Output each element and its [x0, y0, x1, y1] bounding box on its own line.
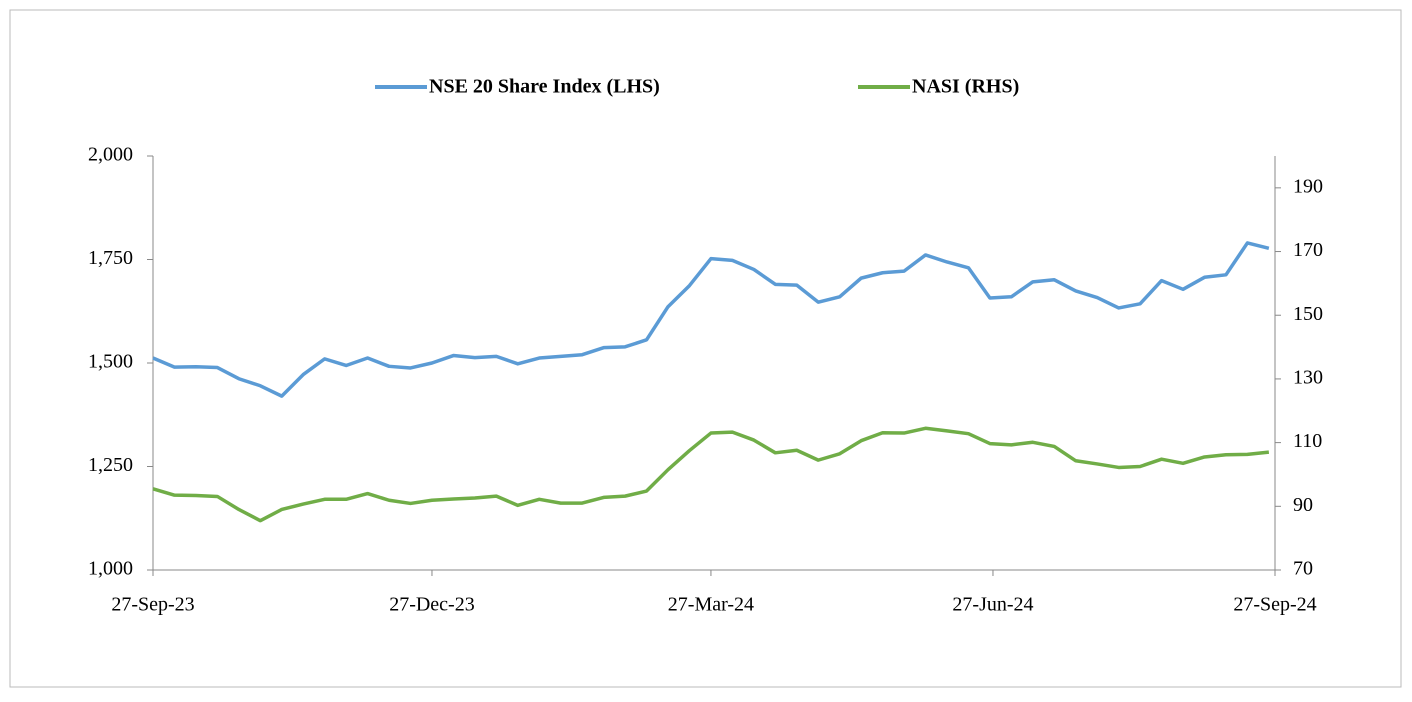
y-tick-label: 1,750 — [88, 247, 133, 269]
y2-tick-label: 130 — [1293, 367, 1323, 389]
x-tick-label: 27-Sep-24 — [1233, 594, 1316, 616]
y-tick-label: 2,000 — [88, 144, 133, 166]
x-tick-label: 27-Jun-24 — [952, 594, 1033, 616]
y2-tick-label: 150 — [1293, 303, 1323, 325]
y-tick-label: 1,250 — [88, 454, 133, 476]
y2-tick-label: 170 — [1293, 239, 1323, 261]
y-tick-label: 1,000 — [88, 558, 133, 580]
x-tick-label: 27-Mar-24 — [668, 594, 754, 616]
legend-label: NASI (RHS) — [912, 76, 1019, 98]
y2-tick-label: 70 — [1293, 558, 1313, 580]
y2-tick-label: 90 — [1293, 494, 1313, 516]
y-tick-label: 1,500 — [88, 351, 133, 373]
chart-border — [9, 9, 1402, 688]
x-tick-label: 27-Dec-23 — [389, 594, 475, 616]
line-series — [152, 426, 1270, 523]
legend-label: NSE 20 Share Index (LHS) — [429, 76, 660, 98]
y2-tick-label: 110 — [1293, 430, 1322, 452]
x-tick-label: 27-Sep-23 — [111, 594, 194, 616]
line-series — [152, 241, 1270, 398]
y2-tick-label: 190 — [1293, 175, 1323, 197]
